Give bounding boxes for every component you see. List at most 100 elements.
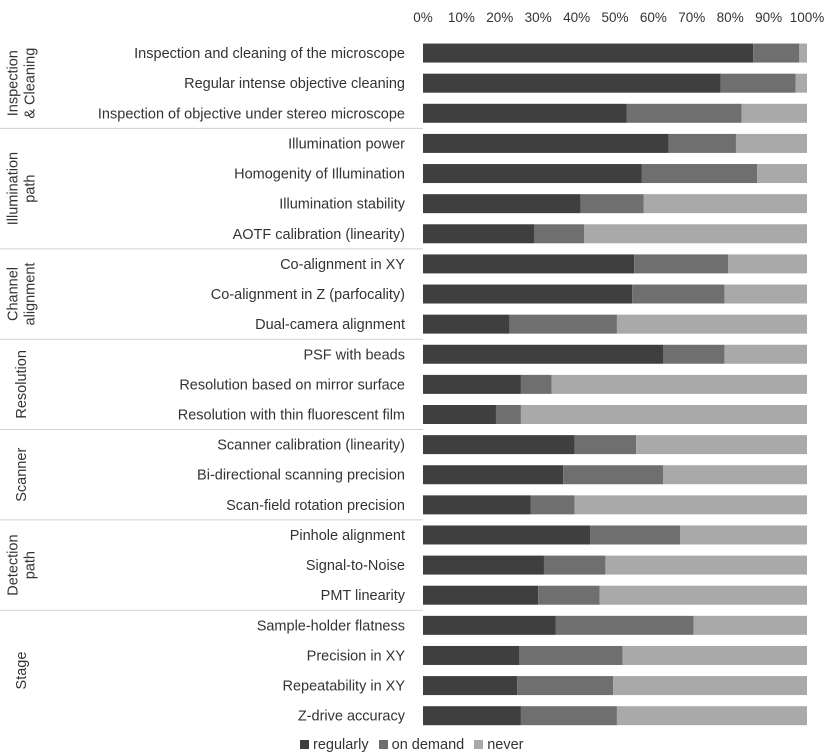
- category-label: PMT linearity: [321, 588, 406, 604]
- category-label: Sample-holder flatness: [257, 618, 405, 634]
- x-tick-label: 70%: [678, 10, 705, 25]
- group-label: Inspection: [5, 50, 21, 116]
- bar-segment-on-demand: [519, 645, 623, 665]
- bar-segment-never: [643, 194, 807, 214]
- bar-segment-on-demand: [530, 495, 575, 515]
- group-label: path: [22, 174, 38, 202]
- bar-segment-never: [613, 676, 807, 696]
- bar-segment-regularly: [423, 555, 544, 575]
- bar-segment-regularly: [423, 103, 627, 123]
- bar-segment-regularly: [423, 495, 531, 515]
- legend-item-never: never: [474, 737, 524, 753]
- x-tick-label: 60%: [640, 10, 667, 25]
- legend-label-regularly: regularly: [313, 737, 369, 753]
- legend-label-on-demand: on demand: [391, 737, 465, 753]
- x-tick-label: 80%: [717, 10, 744, 25]
- category-label: Signal-to-Noise: [306, 558, 405, 574]
- group-label: alignment: [22, 263, 38, 326]
- category-label: Z-drive accuracy: [298, 709, 406, 725]
- category-label: Co-alignment in XY: [280, 257, 405, 273]
- category-label: Scan-field rotation precision: [226, 498, 405, 514]
- group-label: Detection: [5, 534, 21, 595]
- x-tick-label: 10%: [448, 10, 475, 25]
- bar-segment-on-demand: [626, 103, 742, 123]
- bar-segment-never: [795, 73, 807, 93]
- bar-segment-on-demand: [590, 525, 681, 545]
- bar-segment-on-demand: [543, 555, 606, 575]
- bar-segment-never: [605, 555, 807, 575]
- bar-segment-on-demand: [641, 164, 758, 184]
- legend-item-regularly: regularly: [300, 737, 369, 753]
- category-label: Regular intense objective cleaning: [184, 76, 405, 92]
- category-label: Illumination stability: [279, 197, 405, 213]
- bar-segment-regularly: [423, 284, 633, 304]
- bar-segment-regularly: [423, 676, 518, 696]
- x-tick-label: 90%: [755, 10, 782, 25]
- bar-segment-never: [663, 465, 807, 485]
- bar-segment-regularly: [423, 224, 535, 244]
- bar-segment-regularly: [423, 194, 581, 214]
- bar-segment-regularly: [423, 525, 591, 545]
- bar-segment-regularly: [423, 615, 556, 635]
- bar-segment-never: [616, 706, 807, 726]
- bar-segment-regularly: [423, 73, 721, 93]
- bar-segment-on-demand: [632, 284, 725, 304]
- bar-segment-on-demand: [663, 344, 725, 364]
- bar-segment-on-demand: [574, 435, 637, 455]
- bar-segment-regularly: [423, 164, 642, 184]
- bar-segment-regularly: [423, 465, 564, 485]
- x-tick-label: 0%: [413, 10, 433, 25]
- category-label: Co-alignment in Z (parfocality): [211, 287, 405, 303]
- group-label: Stage: [14, 652, 30, 690]
- bar-segment-regularly: [423, 374, 521, 394]
- bar-segment-regularly: [423, 645, 519, 665]
- category-label: Inspection of objective under stereo mic…: [98, 106, 405, 122]
- bar-segment-on-demand: [509, 314, 617, 334]
- legend-label-never: never: [487, 737, 524, 753]
- bar-segment-never: [693, 615, 807, 635]
- bar-segment-on-demand: [520, 706, 617, 726]
- x-tick-label: 100%: [790, 10, 825, 25]
- bar-segment-never: [574, 495, 807, 515]
- legend-swatch-on-demand: [378, 740, 388, 749]
- bar-segment-on-demand: [520, 374, 552, 394]
- bar-segment-on-demand: [555, 615, 694, 635]
- group-label: & Cleaning: [22, 48, 38, 119]
- category-label: Pinhole alignment: [290, 528, 405, 544]
- chart-legend: regularly on demand never: [300, 737, 530, 753]
- x-tick-label: 30%: [525, 10, 552, 25]
- category-label: PSF with beads: [303, 347, 405, 363]
- group-label: Illumination: [5, 152, 21, 225]
- bar-segment-never: [616, 314, 807, 334]
- x-tick-label: 20%: [486, 10, 513, 25]
- bar-segment-never: [724, 284, 807, 304]
- bar-segment-never: [735, 133, 807, 153]
- bar-segment-on-demand: [563, 465, 663, 485]
- category-label: Resolution with thin fluorescent film: [178, 408, 405, 424]
- legend-swatch-never: [474, 740, 484, 749]
- bar-segment-never: [584, 224, 807, 244]
- category-label: Scanner calibration (linearity): [217, 438, 405, 454]
- bar-segment-regularly: [423, 706, 521, 726]
- bar-segment-never: [799, 43, 807, 63]
- bar-segment-regularly: [423, 405, 496, 424]
- bar-segment-never: [757, 164, 807, 184]
- category-label: AOTF calibration (linearity): [233, 227, 405, 243]
- bar-segment-never: [599, 585, 807, 605]
- group-label: Channel: [5, 267, 21, 321]
- bar-segment-regularly: [423, 435, 575, 455]
- category-label: Inspection and cleaning of the microscop…: [134, 46, 405, 62]
- bar-segment-never: [636, 435, 807, 455]
- category-label: Repeatability in XY: [282, 679, 405, 695]
- category-label: Illumination power: [288, 136, 405, 152]
- bar-segment-on-demand: [517, 676, 614, 696]
- bar-segment-on-demand: [495, 405, 521, 424]
- bar-segment-never: [728, 254, 807, 274]
- bar-segment-regularly: [423, 254, 635, 274]
- bar-segment-never: [741, 103, 807, 123]
- bar-segment-on-demand: [668, 133, 736, 153]
- category-label: Homogenity of Illumination: [234, 167, 405, 183]
- bar-segment-never: [680, 525, 807, 545]
- bar-segment-never: [520, 405, 807, 424]
